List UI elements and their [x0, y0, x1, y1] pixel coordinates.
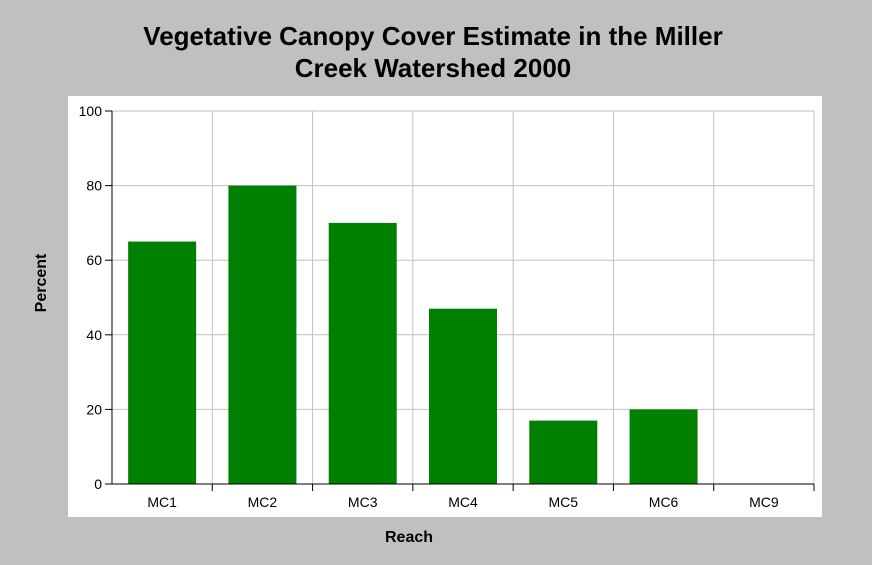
bar-mc6 [629, 409, 698, 484]
y-tick-label: 80 [86, 178, 102, 194]
tick-labels: 0 20 40 60 80 100 MC1 MC2 MC3 MC4 MC5 MC6 MC9 [79, 103, 779, 510]
y-tick-label: 20 [86, 401, 102, 417]
chart-title-line-1: Vegetative Canopy Cover Estimate in the … [143, 21, 723, 51]
x-tick-label: MC1 [147, 494, 177, 510]
bar-mc1 [128, 241, 197, 484]
x-tick-label: MC6 [649, 494, 679, 510]
chart-title-line-2: Creek Watershed 2000 [294, 53, 572, 83]
bar-mc4 [429, 308, 497, 484]
x-tick-label: MC4 [448, 494, 478, 510]
y-axis-title: Percent [33, 253, 50, 312]
y-tick-label: 100 [79, 103, 103, 119]
y-tick-label: 0 [94, 476, 102, 492]
x-axis-title: Reach [385, 529, 433, 546]
bar-mc2 [228, 185, 297, 484]
bar-mc3 [328, 222, 397, 484]
x-tick-label: MC2 [248, 494, 278, 510]
x-tick-label: MC9 [749, 494, 779, 510]
x-tick-label: MC3 [348, 494, 378, 510]
bars [128, 185, 698, 484]
y-tick-label: 40 [86, 327, 102, 343]
chart-title: Vegetative Canopy Cover Estimate in the … [0, 20, 866, 84]
axes [105, 110, 815, 491]
x-tick-label: MC5 [549, 494, 579, 510]
bar-mc5 [529, 420, 598, 484]
y-tick-label: 60 [86, 252, 102, 268]
